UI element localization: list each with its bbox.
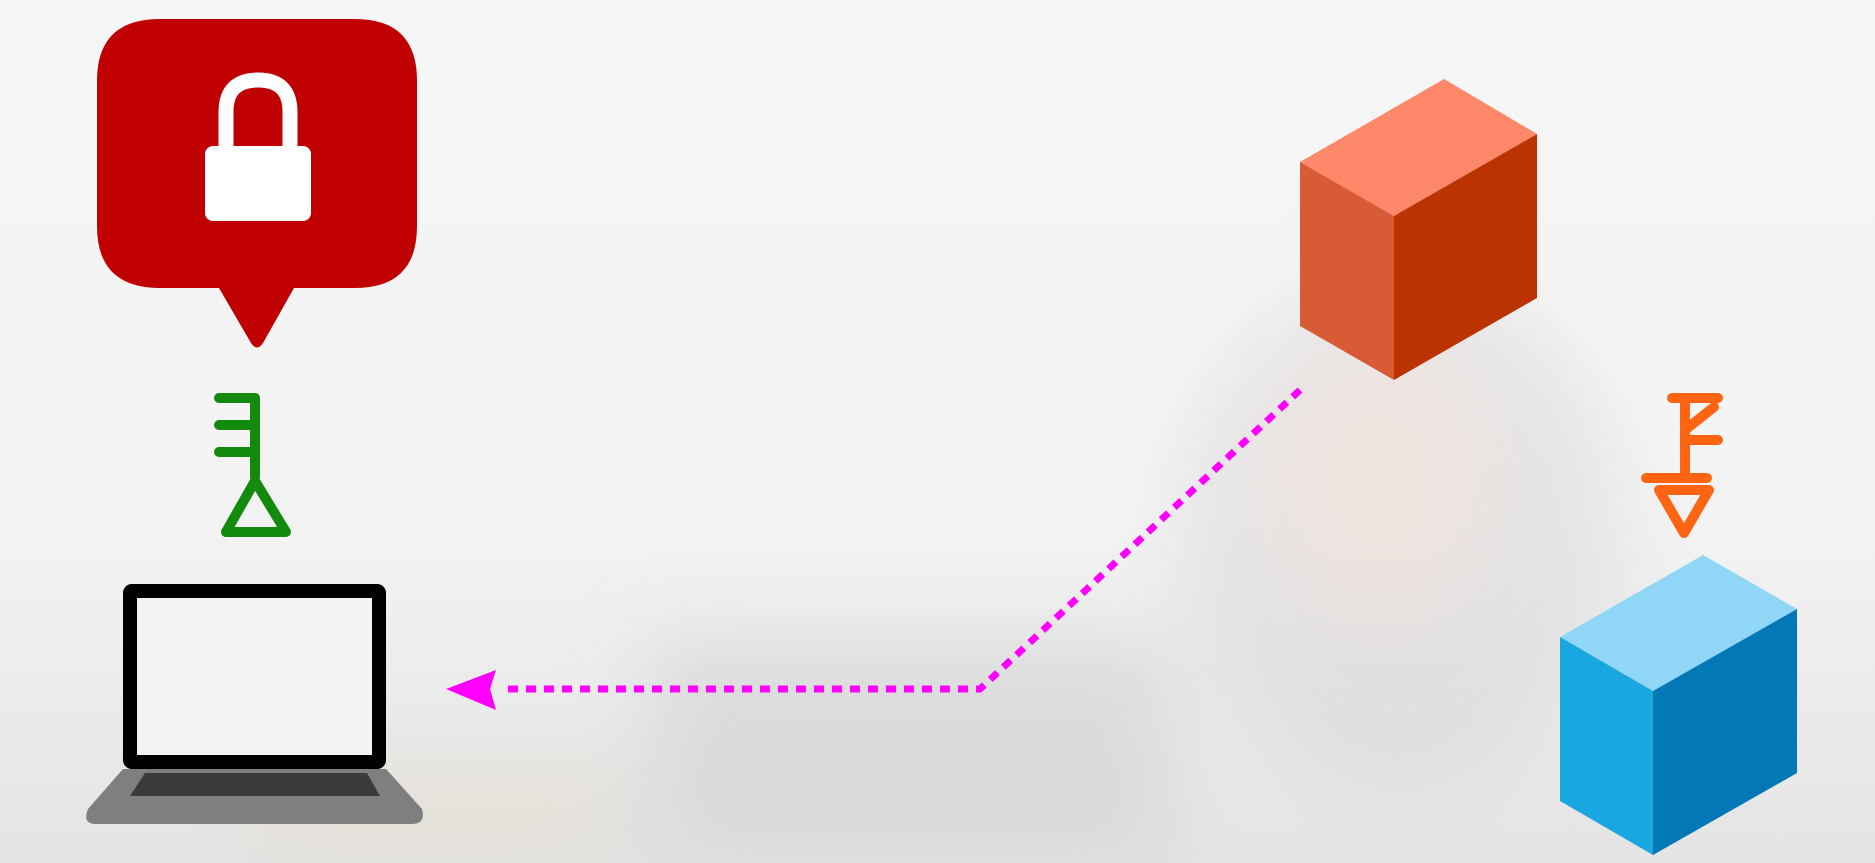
dotted-arrow-line: [500, 387, 1303, 693]
key-icon: [1641, 393, 1723, 538]
orange-cube-right: [1394, 134, 1537, 380]
padlock-icon: [205, 72, 311, 221]
orange-cube-top: [1300, 79, 1537, 216]
lock-bubble: [97, 19, 417, 348]
orange-cube-left: [1300, 162, 1394, 380]
key-icon: [214, 393, 291, 537]
blue-cube-left: [1560, 637, 1653, 855]
blue-cube-top: [1560, 555, 1797, 691]
blue-cube: [1560, 555, 1797, 855]
laptop-icon: [86, 584, 423, 824]
blue-cube-right: [1653, 609, 1797, 855]
dotted-arrow: [446, 387, 1303, 710]
orange-cube: [1300, 79, 1537, 380]
laptop-keyboard: [130, 773, 380, 796]
arrowhead-icon: [446, 670, 496, 710]
